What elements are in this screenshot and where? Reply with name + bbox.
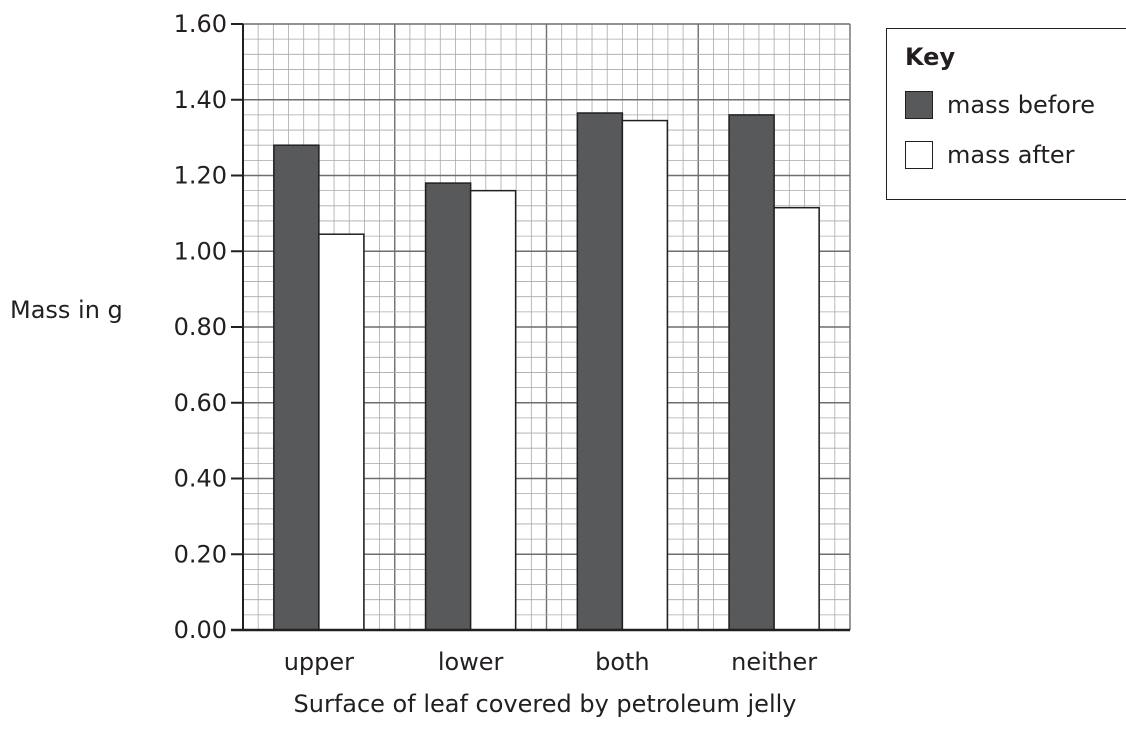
y-tick-label: 0.00 [174, 616, 227, 644]
bar-mass-after-both [622, 121, 667, 630]
legend-item-mass-before: mass before [905, 91, 1095, 119]
bar-mass-before-both [577, 113, 622, 630]
legend-title: Key [905, 43, 955, 71]
legend-item-mass-after: mass after [905, 141, 1075, 169]
y-tick-label: 1.00 [174, 237, 227, 265]
legend-label-mass-after: mass after [947, 141, 1075, 169]
x-tick-label-lower: lower [438, 648, 504, 676]
y-tick-label: 1.40 [174, 86, 227, 114]
bar-mass-after-neither [774, 208, 819, 630]
bar-mass-before-neither [729, 115, 774, 630]
bar-mass-before-lower [426, 183, 471, 630]
y-tick-label: 1.60 [174, 10, 227, 38]
legend-label-mass-before: mass before [947, 91, 1095, 119]
legend-swatch-mass-before [905, 91, 933, 119]
x-tick-label-both: both [595, 648, 650, 676]
x-axis-title: Surface of leaf covered by petroleum jel… [294, 690, 797, 718]
y-tick-label: 0.60 [174, 389, 227, 417]
y-axis-title: Mass in g [10, 296, 123, 324]
y-tick-label: 0.20 [174, 540, 227, 568]
y-tick-label: 0.40 [174, 465, 227, 493]
x-tick-label-neither: neither [731, 648, 817, 676]
y-tick-label: 1.20 [174, 162, 227, 190]
bar-mass-before-upper [274, 145, 319, 630]
bar-mass-after-lower [471, 191, 516, 630]
legend-swatch-mass-after [905, 141, 933, 169]
chart-legend: Key mass before mass after [886, 28, 1126, 200]
y-tick-label: 0.80 [174, 313, 227, 341]
x-tick-label-upper: upper [284, 648, 354, 676]
bar-mass-after-upper [319, 234, 364, 630]
